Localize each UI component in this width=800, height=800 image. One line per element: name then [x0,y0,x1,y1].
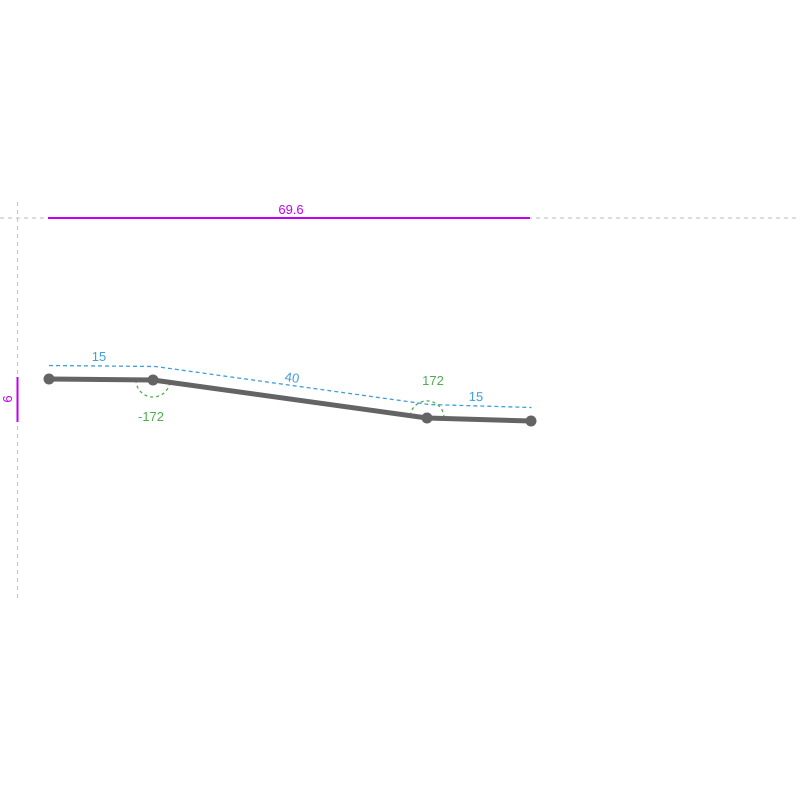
segment-1-length-label: 15 [92,349,106,364]
profile-vertex-3[interactable] [421,412,433,424]
segment-3-length-label: 15 [469,389,484,404]
angle-arc-vertex-2 [135,379,171,398]
profile-vertex-4[interactable] [525,415,537,427]
angle-1-label: -172 [138,409,164,424]
angle-arc-vertex-3 [409,400,445,419]
total-height-label: 6 [0,395,15,402]
profile-vertex-1[interactable] [43,373,55,385]
total-width-label: 69.6 [278,202,303,217]
angle-2-label: 172 [422,373,444,388]
profile-vertex-2[interactable] [147,374,159,386]
segment-2-length-label: 40 [284,369,300,386]
profile-polyline[interactable] [46,376,534,424]
